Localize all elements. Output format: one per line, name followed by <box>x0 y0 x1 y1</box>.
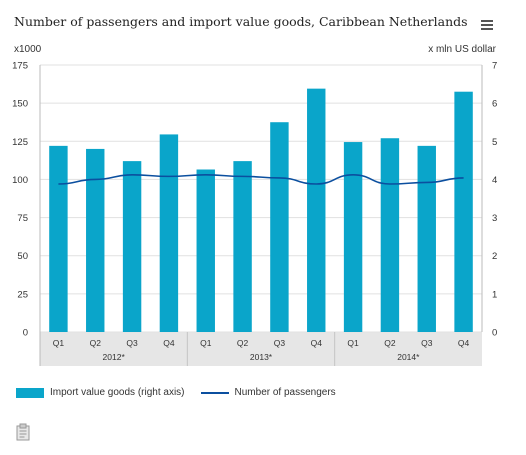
clipboard-icon[interactable] <box>16 423 30 441</box>
bar <box>417 145 436 332</box>
left-tick-label: 175 <box>12 61 28 72</box>
category-tick-label: Q4 <box>163 338 175 348</box>
left-tick-label: 0 <box>23 328 28 339</box>
bar <box>343 142 363 332</box>
bar <box>307 88 326 332</box>
category-tick-label: Q3 <box>421 338 433 348</box>
legend: Import value goods (right axis) Number o… <box>16 387 336 398</box>
category-tick-label: Q4 <box>311 338 323 348</box>
right-tick-label: 0 <box>492 328 497 339</box>
bar <box>122 161 142 332</box>
right-axis-unit: x mln US dollar <box>428 44 496 55</box>
bar <box>454 91 473 332</box>
legend-line-swatch <box>200 391 229 394</box>
group-label: 2014* <box>397 352 420 362</box>
category-tick-label: Q2 <box>90 338 102 348</box>
bar <box>233 161 252 332</box>
right-tick-label: 4 <box>492 175 497 186</box>
hamburger-menu-icon[interactable] <box>481 20 493 32</box>
legend-bar-swatch <box>16 387 44 398</box>
right-tick-label: 5 <box>492 137 497 148</box>
bar <box>159 134 179 332</box>
bar <box>49 145 68 332</box>
bar <box>86 148 105 332</box>
right-tick-label: 7 <box>492 61 497 72</box>
category-tick-label: Q1 <box>53 338 65 348</box>
passengers-line <box>58 174 464 185</box>
chart-title: Number of passengers and import value go… <box>14 14 468 29</box>
left-tick-label: 75 <box>17 213 28 224</box>
category-tick-label: Q2 <box>237 338 249 348</box>
category-tick-label: Q1 <box>200 338 212 348</box>
bar <box>196 169 215 332</box>
group-label: 2012* <box>103 352 126 362</box>
left-tick-label: 50 <box>17 251 28 262</box>
left-tick-label: 25 <box>17 289 28 300</box>
bar <box>380 138 400 332</box>
category-axis-band <box>40 332 482 366</box>
bar <box>270 122 289 332</box>
category-tick-label: Q1 <box>347 338 359 348</box>
left-axis-unit: x1000 <box>14 44 42 55</box>
left-tick-label: 150 <box>12 99 28 110</box>
category-tick-label: Q2 <box>384 338 396 348</box>
group-label: 2013* <box>250 352 273 362</box>
right-tick-label: 2 <box>492 251 497 262</box>
right-tick-label: 6 <box>492 99 497 110</box>
left-tick-label: 125 <box>12 137 28 148</box>
legend-label-import: Import value goods (right axis) <box>50 387 185 398</box>
left-tick-label: 100 <box>12 175 28 186</box>
category-tick-label: Q3 <box>126 338 138 348</box>
category-tick-label: Q4 <box>458 338 470 348</box>
legend-label-passengers: Number of passengers <box>234 387 336 398</box>
category-tick-label: Q3 <box>274 338 286 348</box>
right-tick-label: 1 <box>492 289 497 300</box>
right-tick-label: 3 <box>492 213 497 224</box>
